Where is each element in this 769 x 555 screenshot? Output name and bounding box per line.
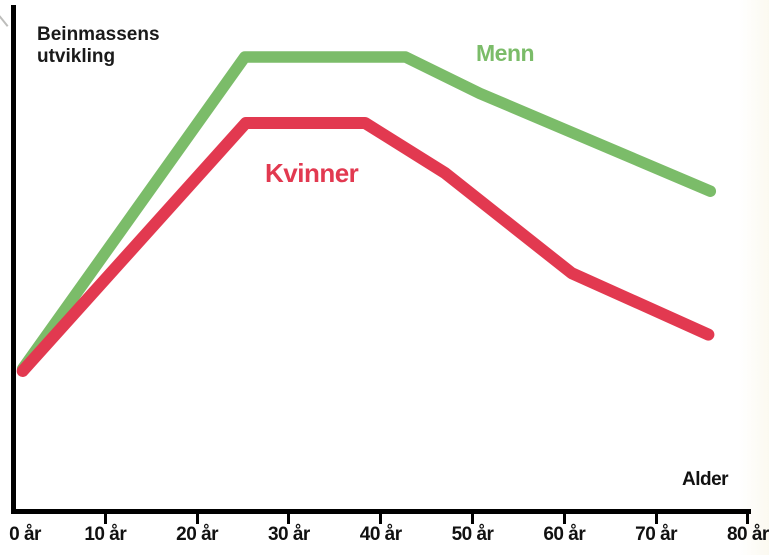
y-axis-line — [11, 5, 16, 514]
x-tick-mark — [746, 509, 750, 524]
x-axis-title: Alder — [682, 469, 729, 490]
x-tick-label: 80 år — [726, 524, 769, 545]
x-tick-label: 10 år — [84, 524, 127, 545]
x-tick-label: 40 år — [359, 524, 402, 545]
x-tick-label: 60 år — [543, 524, 586, 545]
x-tick-mark — [654, 509, 658, 524]
series-label-menn: Menn — [476, 40, 535, 66]
series-label-kvinner: Kvinner — [265, 158, 359, 188]
x-tick-label: 70 år — [635, 524, 678, 545]
chart-title: Beinmassens utvikling — [37, 24, 160, 68]
x-tick-label: 30 år — [267, 524, 310, 545]
chart-title-line1: Beinmassens — [37, 24, 160, 45]
line-menn — [16, 51, 717, 375]
x-tick-mark — [471, 509, 474, 524]
x-tick-mark — [103, 509, 107, 524]
chart-title-line2: utvikling — [37, 46, 116, 67]
x-tick-label: 20 år — [176, 524, 219, 545]
x-tick-mark — [562, 509, 566, 524]
line-kvinner — [16, 117, 715, 377]
x-tick-label: 0 år — [9, 524, 41, 545]
x-tick-mark — [287, 509, 291, 524]
x-tick-mark — [379, 509, 383, 524]
x-tick-mark — [195, 509, 199, 524]
x-tick-label: 50 år — [451, 524, 494, 545]
